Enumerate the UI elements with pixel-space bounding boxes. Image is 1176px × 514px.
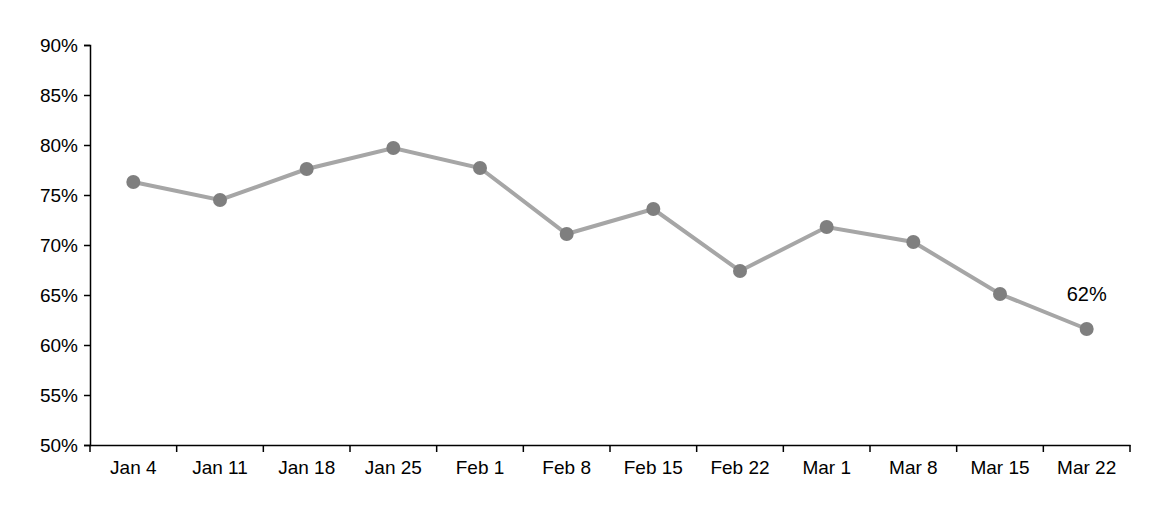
x-separator (869, 445, 871, 452)
x-tick: Mar 15 (970, 445, 1029, 478)
y-tick-mark (84, 395, 90, 397)
x-tick-label: Jan 11 (192, 457, 248, 478)
x-tick: Feb 1 (456, 445, 505, 478)
x-tick-label: Feb 22 (710, 457, 769, 478)
x-separator (523, 445, 525, 452)
y-axis: 50% 55% 60% 65% 70% 75% 80% 85% 90% (40, 35, 91, 456)
x-tick-label: Mar 22 (1057, 457, 1116, 478)
y-tick: 50% (40, 435, 90, 456)
y-tick-label: 70% (40, 235, 78, 256)
y-tick-mark (84, 345, 90, 347)
x-tick-label: Jan 4 (110, 457, 157, 478)
y-tick-label: 65% (40, 285, 78, 306)
y-tick-mark (84, 295, 90, 297)
y-tick-mark (84, 195, 90, 197)
y-tick: 60% (40, 335, 90, 356)
x-separator (89, 445, 91, 452)
x-tick-label: Mar 8 (889, 457, 938, 478)
x-tick-label: Mar 15 (970, 457, 1029, 478)
x-tick: Feb 22 (710, 445, 769, 478)
point (820, 220, 834, 234)
y-tick: 75% (40, 185, 90, 206)
x-tick: Mar 22 (1057, 445, 1116, 478)
data-label: 62% (1067, 283, 1107, 305)
x-tick-label: Jan 25 (365, 457, 422, 478)
y-tick-label: 50% (40, 435, 78, 456)
point (993, 287, 1007, 301)
x-separator (1043, 445, 1045, 452)
x-tick: Jan 11 (192, 445, 248, 478)
x-tick-label: Feb 8 (542, 457, 591, 478)
y-tick-label: 60% (40, 335, 78, 356)
point (1080, 322, 1094, 336)
chart: 50%55%60%65%70%75%80%85%90%Jan 4Jan 11Ja… (0, 0, 1176, 514)
y-tick-mark (84, 145, 90, 147)
y-tick: 55% (40, 385, 90, 406)
x-tick: Jan 25 (365, 445, 422, 478)
x-tick-label: Mar 1 (802, 457, 851, 478)
x-separator (1129, 445, 1131, 452)
point (733, 264, 747, 278)
x-separator (609, 445, 611, 452)
x-tick: Jan 18 (278, 445, 335, 478)
y-tick-label: 55% (40, 385, 78, 406)
y-tick: 80% (40, 135, 90, 156)
x-separator (176, 445, 178, 452)
x-tick: Feb 15 (624, 445, 683, 478)
x-tick: Jan 4 (110, 445, 157, 478)
point (386, 141, 400, 155)
x-separator (783, 445, 785, 452)
point (646, 202, 660, 216)
y-tick: 85% (40, 85, 90, 106)
series-line (133, 148, 1086, 329)
x-tick-label: Feb 1 (456, 457, 505, 478)
y-tick-label: 85% (40, 85, 78, 106)
point (300, 162, 314, 176)
x-separator (436, 445, 438, 452)
point (126, 175, 140, 189)
y-tick-mark (84, 245, 90, 247)
x-separator (956, 445, 958, 452)
point (560, 227, 574, 241)
y-tick: 90% (40, 35, 90, 56)
y-tick: 65% (40, 285, 90, 306)
x-axis: Jan 4 Jan 11 Jan 18 Jan 25 Feb 1 Feb 8 Feb 15 F… (90, 445, 1131, 478)
y-tick-label: 90% (40, 35, 78, 56)
x-tick: Mar 1 (802, 445, 851, 478)
data-labels: 62% (1067, 283, 1107, 305)
y-tick-mark (84, 95, 90, 97)
y-tick-mark (84, 45, 90, 47)
y-tick-mark (84, 445, 90, 447)
x-tick: Mar 8 (889, 445, 938, 478)
x-tick-label: Feb 15 (624, 457, 683, 478)
x-separator (349, 445, 351, 452)
point (906, 235, 920, 249)
y-axis-line (84, 46, 91, 446)
y-tick-label: 75% (40, 185, 78, 206)
x-tick: Feb 8 (542, 445, 591, 478)
plot-area (126, 141, 1093, 336)
y-tick-label: 80% (40, 135, 78, 156)
y-tick: 70% (40, 235, 90, 256)
point (473, 161, 487, 175)
point (213, 193, 227, 207)
x-separator (263, 445, 265, 452)
x-separator (696, 445, 698, 452)
x-tick-label: Jan 18 (278, 457, 335, 478)
